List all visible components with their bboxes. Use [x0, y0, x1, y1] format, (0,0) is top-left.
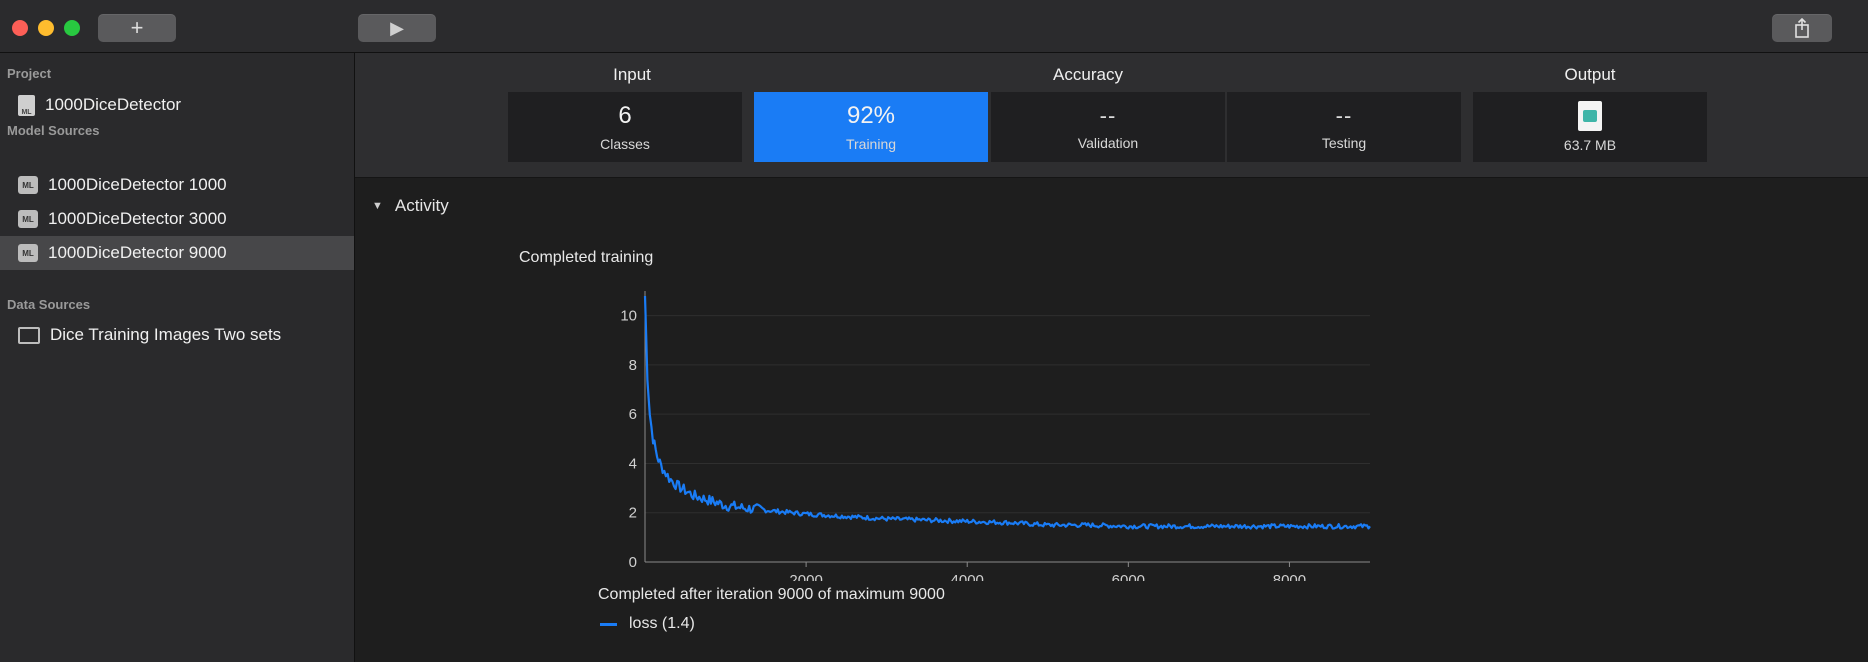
input-header: Input	[613, 65, 651, 84]
sidebar-item-label: 1000DiceDetector 3000	[48, 209, 227, 228]
x-tick-label: 4000	[951, 572, 984, 581]
validation-label: Validation	[1077, 135, 1139, 151]
title-bar: + ▶	[0, 0, 1868, 53]
share-button[interactable]	[1772, 14, 1832, 42]
training-tab[interactable]: 92% Training	[754, 92, 988, 162]
chart-legend: loss (1.4)	[600, 615, 695, 633]
sidebar: Project ML 1000DiceDetector Model Source…	[0, 53, 355, 662]
close-window-button[interactable]	[12, 20, 28, 36]
loss-chart-svg: 0 2 4 6 8 10 2000 4000 6000 8000	[620, 291, 1371, 589]
sidebar-item-model-3000[interactable]: ML 1000DiceDetector 3000	[0, 202, 354, 236]
zoom-window-button[interactable]	[64, 20, 80, 36]
legend-swatch	[600, 622, 617, 626]
minimize-window-button[interactable]	[38, 20, 54, 36]
model-sources-section-header: Model Sources	[7, 123, 100, 138]
y-tick-label: 2	[629, 505, 637, 522]
x-tick-label: 8000	[1273, 572, 1306, 581]
mlmodel-file-icon	[1578, 101, 1602, 131]
add-button[interactable]: +	[98, 14, 176, 42]
disclosure-triangle-icon: ▼	[372, 200, 383, 212]
main-panel: Input Accuracy Output 6 Classes 92% Trai…	[355, 53, 1868, 662]
testing-label: Testing	[1321, 135, 1367, 151]
y-tick-label: 4	[629, 455, 637, 472]
output-size: 63.7 MB	[1563, 137, 1617, 153]
sidebar-item-label: 1000DiceDetector	[45, 95, 182, 114]
sidebar-item-model-1000[interactable]: ML 1000DiceDetector 1000	[0, 168, 354, 202]
sidebar-item-label: 1000DiceDetector 9000	[48, 243, 227, 262]
sidebar-item-project[interactable]: ML 1000DiceDetector	[0, 88, 354, 122]
activity-label: Activity	[394, 196, 449, 215]
validation-value: --	[1099, 103, 1117, 128]
model-source-icon: ML	[18, 244, 38, 262]
share-icon	[1795, 18, 1809, 38]
y-tick-label: 6	[629, 406, 637, 423]
iteration-note: Completed after iteration 9000 of maximu…	[598, 586, 945, 603]
x-tick-label: 2000	[789, 572, 822, 581]
y-tick-label: 10	[620, 308, 637, 325]
training-value: 92%	[846, 102, 896, 129]
play-icon: ▶	[390, 17, 404, 38]
folder-icon	[18, 326, 40, 344]
model-source-icon: ML	[18, 176, 38, 194]
activity-disclosure[interactable]: ▼ Activity	[372, 196, 449, 216]
classes-value: 6	[618, 102, 632, 129]
loss-series-line	[643, 295, 1371, 530]
training-label: Training	[845, 136, 897, 152]
accuracy-header: Accuracy	[1053, 65, 1123, 84]
loss-chart: 0 2 4 6 8 10 2000 4000 6000 8000	[585, 281, 1405, 589]
y-tick-label: 8	[629, 357, 637, 374]
output-header: Output	[1564, 65, 1616, 84]
testing-tab[interactable]: -- Testing	[1227, 92, 1461, 162]
model-source-icon: ML	[18, 210, 38, 228]
output-model-file[interactable]: 63.7 MB	[1473, 92, 1707, 162]
classes-metric: 6 Classes	[508, 92, 742, 162]
project-file-icon: ML	[18, 94, 35, 116]
sidebar-item-label: Dice Training Images Two sets	[50, 325, 282, 344]
classes-label: Classes	[600, 136, 650, 152]
completed-training-label: Completed training	[519, 249, 654, 266]
data-sources-section-header: Data Sources	[7, 297, 91, 312]
testing-value: --	[1335, 103, 1353, 128]
validation-tab[interactable]: -- Validation	[991, 92, 1225, 162]
sidebar-item-label: 1000DiceDetector 1000	[48, 175, 227, 194]
legend-label: loss (1.4)	[629, 615, 695, 632]
summary-header: Input Accuracy Output 6 Classes 92% Trai…	[355, 53, 1868, 178]
sidebar-item-data-source[interactable]: Dice Training Images Two sets	[0, 318, 354, 352]
y-tick-label: 0	[629, 554, 637, 571]
x-tick-label: 6000	[1112, 572, 1145, 581]
project-section-header: Project	[7, 66, 52, 81]
sidebar-item-model-9000[interactable]: ML 1000DiceDetector 9000	[0, 236, 354, 270]
plus-icon: +	[130, 15, 144, 40]
run-button[interactable]: ▶	[358, 14, 436, 42]
